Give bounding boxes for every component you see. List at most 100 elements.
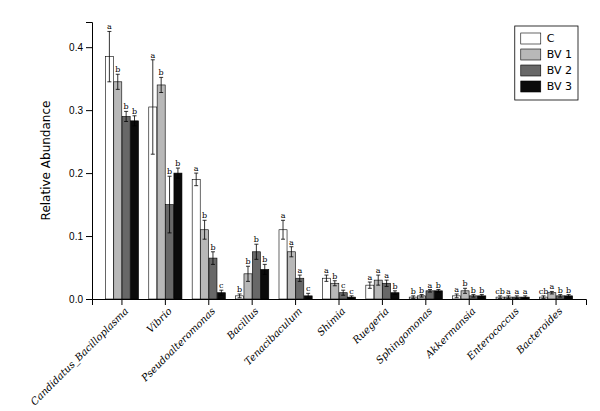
annotation: a [376, 266, 381, 275]
annotation: b [471, 286, 476, 295]
error-bar [368, 282, 372, 288]
legend-label: C [547, 32, 555, 45]
chart-container: aaabaaabacbcbbbbbababbaabbbbacaababbbcbc… [0, 0, 600, 411]
tick-mark [252, 299, 253, 305]
legend-item: C [521, 32, 555, 45]
error-bar [298, 275, 302, 281]
annotation: b [462, 279, 467, 288]
bar [122, 116, 130, 299]
annotation: c [219, 281, 224, 290]
annotation: a [506, 287, 511, 296]
bar [201, 230, 209, 299]
tick: Pseudoalteromonas [139, 299, 218, 384]
tick: Bacteroides [513, 299, 564, 356]
annotation: b [175, 159, 180, 168]
error-bar [515, 296, 519, 299]
error-bars [107, 31, 545, 298]
error-bar [541, 296, 545, 299]
series [114, 74, 556, 299]
error-bar [567, 295, 571, 298]
annotation: c [341, 281, 346, 290]
annotation: b [167, 167, 172, 176]
tick: Enterococcus [464, 299, 521, 363]
tick-mark [121, 299, 122, 305]
tick-mark [165, 299, 166, 305]
error-bar [324, 275, 328, 281]
annotation: a [324, 266, 329, 275]
error-bar [289, 247, 293, 257]
tick-mark [512, 299, 513, 305]
annotation: b [245, 257, 250, 266]
annotation: a [281, 211, 286, 220]
annotation: b [332, 272, 337, 281]
tick-label: 0.3 [69, 105, 83, 116]
error-bar [498, 296, 502, 299]
tick-label: Ruegeria [350, 305, 391, 346]
error-bar [254, 244, 258, 259]
error-bar [203, 220, 207, 239]
error-bars [133, 116, 571, 299]
error-bar [550, 291, 554, 294]
error-bars [116, 74, 554, 298]
y-axis: 0.0 0.1 0.2 0.3 0.4 [69, 23, 92, 305]
annotations: aaabaaabacbcbbbbbababbaabbbbacaababbbcbc… [107, 22, 571, 295]
error-bar [455, 294, 459, 298]
tick: Tenacibaculum [242, 299, 304, 367]
tick: Bacillus [224, 299, 261, 342]
error-bar [506, 296, 510, 299]
annotation: b [210, 243, 215, 252]
legend: CBV 1BV 2BV 3 [515, 26, 578, 100]
tick-mark [86, 47, 92, 48]
legend-frame [515, 26, 578, 100]
error-bar [393, 291, 397, 295]
tick-label: 0.1 [69, 231, 83, 242]
annotation: b [202, 211, 207, 220]
tick-label: 0.2 [69, 168, 83, 179]
error-bar [385, 280, 389, 286]
legend-swatch [521, 81, 541, 92]
error-bar [471, 295, 475, 298]
annotation: b [159, 68, 164, 77]
tick-mark [86, 110, 92, 111]
error-bar [463, 288, 467, 293]
error-bar [411, 296, 415, 299]
annotation: a [297, 266, 302, 275]
error-bar [436, 290, 440, 293]
legend-swatch [521, 65, 541, 76]
annotation: b [237, 285, 242, 294]
tick: Ruegeria [350, 299, 391, 346]
error-bar [558, 295, 562, 298]
bar [131, 121, 139, 299]
annotation: a [428, 281, 433, 290]
tick: 0.4 [69, 42, 92, 53]
tick-mark [382, 299, 383, 305]
tick: Vibrio [144, 299, 173, 335]
tick-label: Shimia [315, 305, 348, 338]
error-bar [238, 294, 242, 298]
tick-label: Bacteroides [513, 305, 564, 356]
tick: 0.0 [69, 294, 92, 305]
error-bar [116, 74, 120, 89]
tick-label: Sphingomonas [374, 305, 435, 366]
error-bar [159, 77, 163, 92]
tick-mark [425, 299, 426, 305]
series [131, 116, 573, 299]
legend-swatch [521, 33, 541, 44]
annotation: b [392, 282, 397, 291]
y-axis-title: Relative Abundance [39, 101, 53, 221]
annotation: c [349, 287, 354, 296]
annotation: a [289, 238, 294, 247]
tick-mark [295, 299, 296, 305]
error-bar [219, 290, 223, 295]
annotation: b [411, 287, 416, 296]
tick: Shimia [315, 299, 348, 338]
annotation: b [436, 281, 441, 290]
tick-mark [86, 236, 92, 237]
error-bar [420, 295, 424, 298]
tick-mark [469, 299, 470, 305]
tick-label: Pseudoalteromonas [139, 305, 218, 384]
annotation: a [150, 51, 155, 60]
bar [287, 252, 295, 299]
tick: Candidatus_Bacilloplasma [28, 299, 131, 408]
tick: 0.3 [69, 105, 92, 116]
